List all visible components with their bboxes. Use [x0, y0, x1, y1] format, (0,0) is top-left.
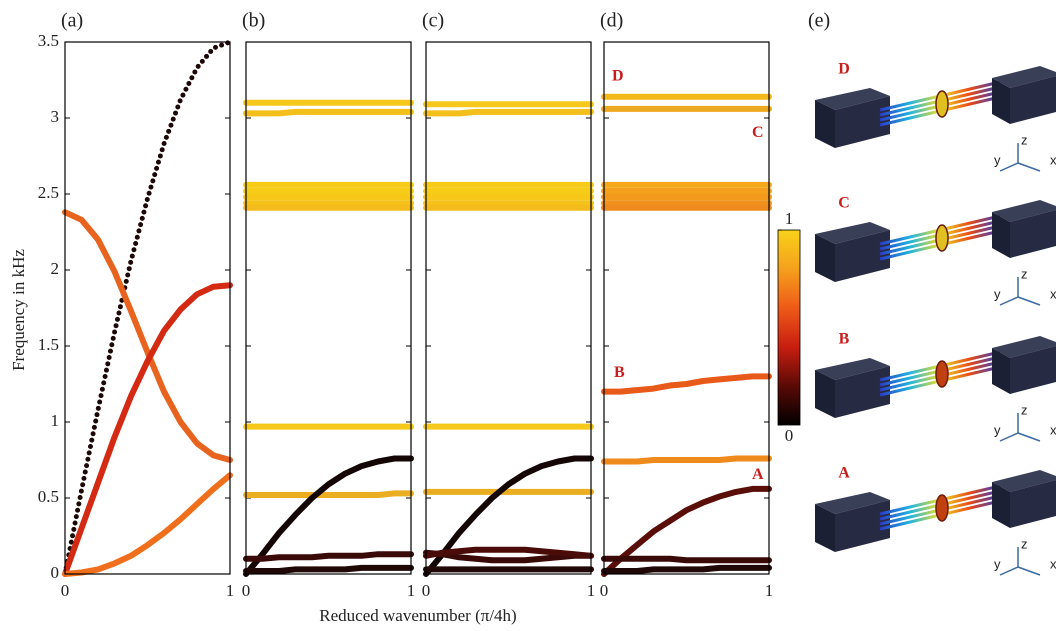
y-tick-label: 3 [51, 107, 60, 126]
panel-label: (c) [422, 10, 444, 32]
mode-shapes: Dy z x Cy z x By z x Ay z x [815, 61, 1056, 575]
band-curve [246, 554, 411, 559]
x-tick-label: 1 [407, 581, 416, 600]
x-tick-label: 1 [226, 581, 235, 600]
annotation: C [752, 124, 764, 141]
band-curve [65, 285, 230, 574]
figure: Frequency in kHz Reduced wavenumber (π/4… [0, 0, 1056, 631]
axis-letter: x [1050, 556, 1056, 571]
band-curve [426, 112, 591, 114]
triad [1000, 547, 1040, 575]
axis-letter: y [994, 286, 1001, 301]
axis-letter: z [1021, 132, 1028, 147]
annotation: A [752, 466, 764, 483]
axis-letter: y [994, 422, 1001, 437]
panel-label: (e) [808, 10, 830, 32]
band-curve [604, 568, 769, 571]
band-curve [246, 493, 411, 495]
axis-letter: y [994, 556, 1001, 571]
colorbar-tick-label: 1 [785, 209, 794, 228]
axis-letter: z [1021, 402, 1028, 417]
x-tick-label: 1 [587, 581, 596, 600]
band-curve [426, 550, 591, 556]
axis-letter: x [1050, 286, 1056, 301]
x-tick-label: 0 [422, 581, 431, 600]
band-curve [604, 459, 769, 462]
resonator [936, 495, 948, 521]
panel-label: (a) [61, 10, 83, 32]
triad [1000, 277, 1040, 305]
x-axis-label: Reduced wavenumber (π/4h) [319, 606, 516, 625]
resonator [936, 225, 948, 251]
axis-letter: z [1021, 536, 1028, 551]
band-curve [65, 212, 230, 460]
resonator [936, 361, 948, 387]
axis-letter: x [1050, 422, 1056, 437]
y-tick-label: 0 [51, 563, 60, 582]
resonator [936, 91, 948, 117]
x-tick-label: 0 [242, 581, 251, 600]
triad [1000, 143, 1040, 171]
band-curve [604, 376, 769, 391]
panel-label: (b) [242, 10, 265, 32]
x-tick-label: 1 [765, 581, 774, 600]
mode-label: D [838, 61, 850, 78]
mode-label: B [839, 331, 850, 348]
y-tick-label: 2 [51, 259, 60, 278]
y-tick-label: 3.5 [38, 31, 59, 50]
y-tick-label: 0.5 [38, 487, 59, 506]
mode-label: C [838, 195, 850, 212]
annotation: D [612, 68, 624, 85]
band-curve [65, 475, 230, 574]
y-tick-label: 1 [51, 411, 60, 430]
colorbar [778, 230, 800, 425]
y-axis-label: Frequency in kHz [9, 249, 28, 371]
panel-label: (d) [600, 10, 623, 32]
y-tick-label: 2.5 [38, 183, 59, 202]
y-tick-label: 1.5 [38, 335, 59, 354]
annotation: B [614, 364, 625, 381]
colorbar-tick-label: 0 [785, 426, 794, 445]
mode-label: A [838, 465, 850, 482]
band-curve [246, 568, 411, 571]
x-tick-label: 0 [600, 581, 609, 600]
plot-frame [604, 42, 769, 574]
x-tick-label: 0 [61, 581, 70, 600]
axis-letter: y [994, 152, 1001, 167]
axis-letter: x [1050, 152, 1056, 167]
triad [1000, 413, 1040, 441]
axis-letter: z [1021, 266, 1028, 281]
band-curve [604, 559, 769, 561]
band-curve [246, 112, 411, 114]
